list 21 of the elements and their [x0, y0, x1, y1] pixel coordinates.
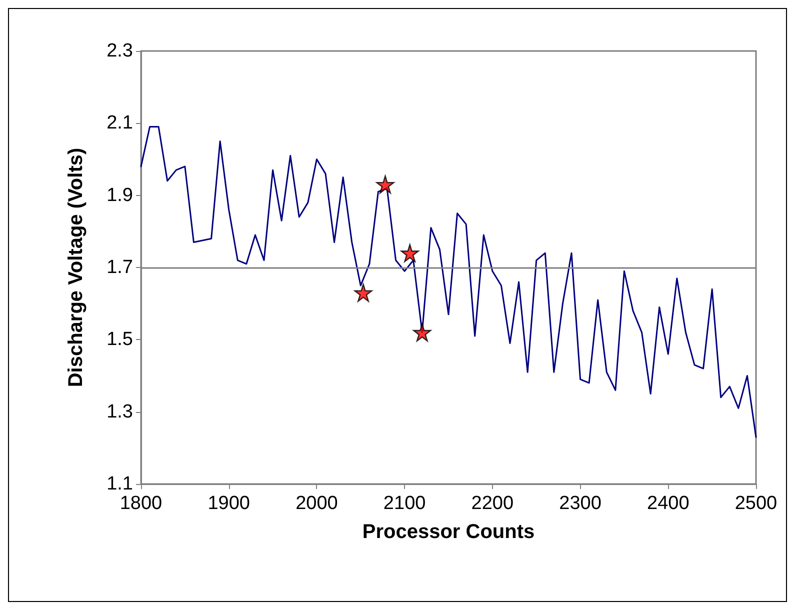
x-tick-label: 2100: [383, 493, 426, 514]
point: [376, 175, 394, 194]
x-axis-title: Processor Counts: [362, 521, 535, 543]
point: [400, 244, 419, 262]
y-tick-label: 1.9: [106, 184, 133, 206]
y-tick-label: 1.1: [106, 474, 133, 494]
y-tick-label: 1.5: [106, 329, 133, 350]
x-tick-label: 2000: [296, 493, 338, 514]
y-tick-label: 1.7: [106, 257, 133, 278]
y-axis-title: Discharge Voltage (Volts): [65, 148, 87, 388]
x-tick-label: 2500: [734, 493, 778, 514]
x-tick-label: 1800: [120, 493, 162, 514]
y-tick-label: 2.3: [106, 40, 133, 62]
point: [413, 323, 432, 342]
x-tick-label: 1900: [208, 493, 250, 514]
x-tick-label: 2400: [647, 493, 690, 514]
y-tick-label: 1.3: [106, 401, 133, 422]
point: [354, 284, 372, 302]
x-tick-label: 2200: [471, 493, 514, 514]
x-tick-label: 2300: [559, 493, 602, 514]
y-tick-label: 2.1: [106, 112, 133, 134]
